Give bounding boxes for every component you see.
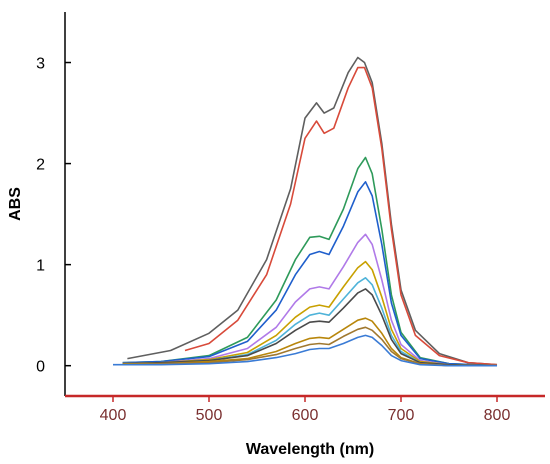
series-line-1: [127, 56, 498, 366]
series-line-3: [122, 156, 498, 367]
series-line-5: [122, 233, 498, 367]
x-tick-label: 400: [100, 407, 127, 424]
series-line-4: [122, 181, 498, 367]
x-tick-label: 500: [196, 407, 223, 424]
series-line-10: [122, 326, 497, 367]
series-line-6: [122, 260, 498, 367]
y-tick-label: 1: [36, 258, 45, 275]
series-line-7: [122, 277, 498, 367]
y-tick-label: 0: [36, 359, 45, 376]
x-axis-ticks: 400 500 600 700 800: [100, 396, 511, 424]
x-tick-label: 800: [484, 407, 511, 424]
series-line-9: [122, 317, 497, 367]
y-tick-label: 2: [36, 157, 45, 174]
series-line-8: [122, 288, 498, 367]
y-axis-ticks: 0 1 2 3: [36, 56, 71, 376]
y-tick-label: 3: [36, 56, 45, 73]
x-tick-label: 700: [388, 407, 415, 424]
x-axis-title: Wavelength (nm): [246, 441, 374, 458]
series-lines: [113, 56, 498, 367]
y-axis-title: ABS: [7, 187, 24, 221]
series-line-2: [184, 66, 498, 366]
series-line-11: [113, 334, 497, 367]
x-tick-label: 600: [292, 407, 319, 424]
